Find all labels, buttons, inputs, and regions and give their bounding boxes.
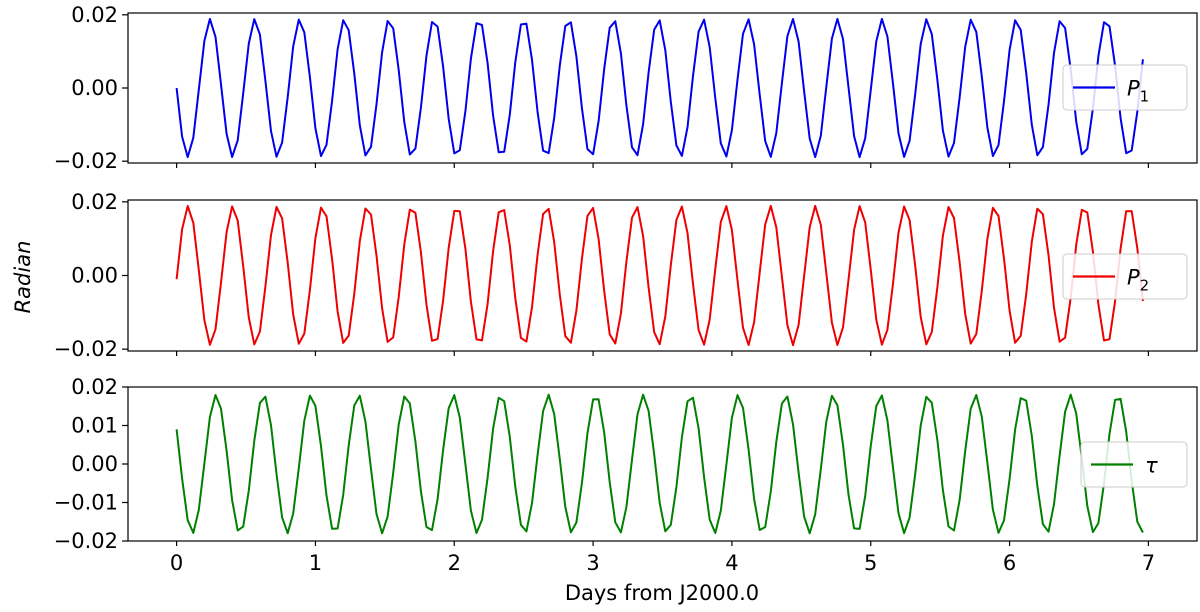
legend-label: τ — [1145, 454, 1158, 478]
x-tick-label: 4 — [725, 551, 738, 575]
series-line-panel-2 — [175, 204, 1144, 347]
x-tick-labels: 0 1 2 3 4 5 6 7 — [170, 551, 1155, 575]
panel-frame — [127, 199, 1198, 352]
x-tick-label: 6 — [1003, 551, 1016, 575]
x-tick-label: 2 — [448, 551, 461, 575]
legend-label: P1 — [1127, 77, 1149, 106]
legend-series-name: P — [1127, 266, 1140, 290]
y-tick-label: 0.02 — [71, 190, 118, 214]
legend-box — [1062, 253, 1188, 300]
y-tick-label: 0.01 — [71, 414, 118, 438]
legend-panel-2: P2 — [1062, 253, 1188, 300]
x-tick-label: 3 — [586, 551, 599, 575]
panel-3: −0.02 −0.01 0.00 0.01 0.02 τ — [54, 375, 1198, 553]
legend-panel-3: τ — [1080, 441, 1188, 488]
y-tick-label: 0.00 — [71, 264, 118, 288]
legend-box — [1062, 64, 1188, 111]
y-tick-label: −0.02 — [54, 337, 118, 361]
legend-series-name: P — [1127, 77, 1140, 101]
y-tick-label: 0.00 — [71, 76, 118, 100]
x-tick-label: 5 — [864, 551, 877, 575]
x-tick-label: 1 — [309, 551, 322, 575]
x-axis-label: Days from J2000.0 — [565, 581, 759, 605]
y-tick-label: 0.02 — [71, 3, 118, 27]
series-line-panel-3 — [175, 393, 1144, 535]
legend-label: P2 — [1127, 266, 1149, 295]
y-tick-label: −0.02 — [54, 149, 118, 173]
panel-frame — [127, 12, 1198, 164]
y-tick-label: 0.02 — [71, 375, 118, 399]
y-axis-label: Radian — [11, 241, 35, 314]
panel-1: −0.02 0.00 0.02 P1 — [54, 3, 1198, 173]
legend-series-subscript: 2 — [1140, 277, 1150, 295]
y-tick-label: −0.02 — [54, 529, 118, 553]
legend-box — [1080, 441, 1188, 488]
chart-panels: −0.020.000.02P1−0.020.000.02P2−0.02−0.01… — [54, 3, 1198, 553]
panel-frame — [127, 386, 1198, 542]
legend-panel-1: P1 — [1062, 64, 1188, 111]
x-tick-label: 7 — [1142, 551, 1155, 575]
y-tick-label: 0.00 — [71, 452, 118, 476]
panel-2: −0.02 0.00 0.02 P2 — [54, 190, 1198, 361]
legend-series-name: τ — [1145, 454, 1158, 478]
series-line-panel-1 — [175, 17, 1144, 159]
legend-series-subscript: 1 — [1140, 88, 1150, 106]
x-tick-label: 0 — [170, 551, 183, 575]
y-tick-label: −0.01 — [54, 491, 118, 515]
